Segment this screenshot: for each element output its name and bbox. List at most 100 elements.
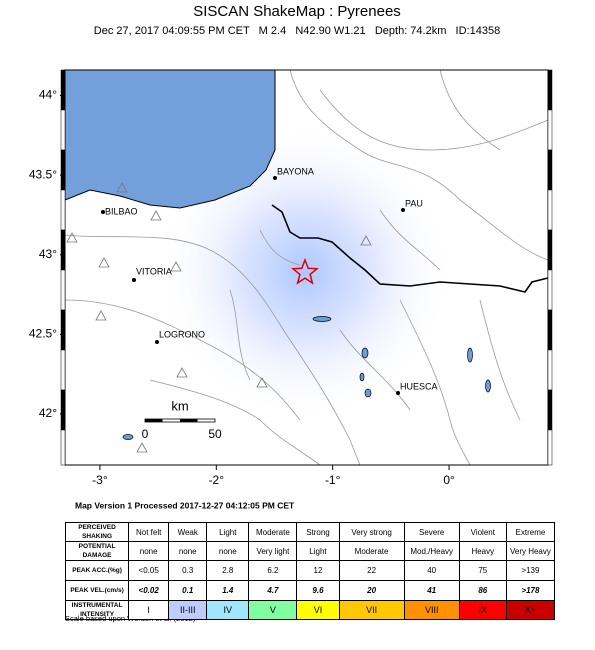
frame-bar xyxy=(60,429,66,466)
epicenter xyxy=(291,257,319,285)
frame-bar xyxy=(547,229,553,271)
city-label: PAU xyxy=(405,198,423,208)
legend-row-label: POTENTIAL DAMAGE xyxy=(64,541,130,561)
city-dot xyxy=(273,176,277,180)
city-label: LOGRONO xyxy=(159,329,205,339)
shaking-field xyxy=(145,132,465,412)
legend-cell: 0.3 xyxy=(168,560,208,581)
legend-row-label: PERCEIVED SHAKING xyxy=(64,522,130,542)
scale-label: 0 xyxy=(142,427,149,441)
city-dot xyxy=(101,210,105,214)
sea xyxy=(64,69,276,209)
legend-cell: 86 xyxy=(458,580,507,601)
frame-bar xyxy=(60,189,66,231)
legend-cell: Weak xyxy=(168,522,208,542)
y-tick-label: 42° xyxy=(39,406,57,420)
city-label: HUESCA xyxy=(400,381,438,391)
frame-bar xyxy=(60,69,66,111)
frame-bars xyxy=(60,69,553,466)
legend-cell: none xyxy=(168,541,208,561)
legend-cell: none xyxy=(128,541,170,561)
intensity-legend: PERCEIVED SHAKING Not felt Weak Light Modera… xyxy=(64,522,556,620)
legend-cell: Very light xyxy=(248,541,298,561)
legend-cell: V xyxy=(248,600,298,620)
city-label: BILBAO xyxy=(105,206,138,216)
y-tick-label: 42.5° xyxy=(29,327,57,341)
legend-cell: <0.05 xyxy=(128,560,170,581)
legend-row-label: INSTRUMENTAL INTENSITY xyxy=(64,600,130,620)
frame-bar xyxy=(60,309,66,351)
legend-cell: Moderate xyxy=(338,541,405,561)
cities: BILBAO BAYONA PAU VITORIA LOGRONO HUESCA xyxy=(101,166,438,395)
frame-bar xyxy=(60,109,66,151)
frame-bar xyxy=(60,269,66,311)
legend-row: PEAK ACC.(%g) <0.05 0.3 2.8 6.2 12 22 40 75 >139 xyxy=(64,560,556,581)
legend-cell: >178 xyxy=(505,580,556,601)
legend-cell: Light xyxy=(206,522,250,542)
legend-cell: VII xyxy=(338,600,405,620)
legend-cell: Very strong xyxy=(338,522,405,542)
legend-cell: 20 xyxy=(338,580,405,601)
processed-note: Map Version 1 Processed 2017-12-27 04:12… xyxy=(75,500,295,510)
legend-cell: I xyxy=(128,600,170,620)
rivers xyxy=(64,69,549,466)
legend-row: PEAK VEL.(cm/s) <0.02 0.1 1.4 4.7 9.6 20 41 86 >1… xyxy=(64,580,556,601)
city-label: BAYONA xyxy=(277,166,314,176)
x-tick-label: -1° xyxy=(325,473,341,487)
legend-cell: Not felt xyxy=(128,522,170,542)
legend-cell: IX xyxy=(458,600,507,620)
frame-bar xyxy=(547,269,553,311)
frame-bar xyxy=(547,389,553,431)
legend-cell: Severe xyxy=(403,522,460,542)
legend-cell: <0.02 xyxy=(128,580,170,601)
scale-unit: km xyxy=(171,398,188,413)
legend-row: INSTRUMENTAL INTENSITY I II-III IV V VI VII VII… xyxy=(64,600,556,620)
scale-bar-segment xyxy=(180,419,198,422)
subtitle: Dec 27, 2017 04:09:55 PM CET M 2.4 N42.9… xyxy=(94,25,500,37)
frame-bar xyxy=(60,349,66,391)
frame-bar xyxy=(547,149,553,191)
frame-bar xyxy=(547,349,553,391)
frame-bar xyxy=(547,109,553,151)
legend-cell: 0.1 xyxy=(168,580,208,601)
legend-cell: >139 xyxy=(505,560,556,581)
legend-cell: VIII xyxy=(403,600,460,620)
y-tick-label: 44° xyxy=(39,88,57,102)
city-dot xyxy=(396,391,400,395)
legend-cell: 1.4 xyxy=(206,580,250,601)
legend-cell: 4.7 xyxy=(248,580,298,601)
legend-cell: Moderate xyxy=(248,522,298,542)
legend-cell: 75 xyxy=(458,560,507,581)
scale-bar: km 0 50 xyxy=(142,398,222,441)
legend-cell: Extreme xyxy=(505,522,556,542)
legend-cell: 12 xyxy=(296,560,340,581)
legend-cell: 40 xyxy=(403,560,460,581)
border xyxy=(271,204,549,293)
legend-row-label: PEAK VEL.(cm/s) xyxy=(64,580,130,601)
legend-cell: Very Heavy xyxy=(505,541,556,561)
legend-cell: IV xyxy=(206,600,250,620)
city-dot xyxy=(401,208,405,212)
legend-row: PERCEIVED SHAKING Not felt Weak Light Modera… xyxy=(64,522,556,542)
legend-cell: 41 xyxy=(403,580,460,601)
frame-bar xyxy=(60,149,66,191)
stations xyxy=(66,182,372,453)
legend-cell: Violent xyxy=(458,522,507,542)
legend-cell: VI xyxy=(296,600,340,620)
frame-bar xyxy=(60,229,66,271)
city-dot xyxy=(132,278,136,282)
frame-bar xyxy=(547,69,553,111)
y-tick-label: 43.5° xyxy=(29,167,57,181)
frame-bar xyxy=(547,429,553,466)
lakes xyxy=(122,316,491,440)
title: SISCAN ShakeMap : Pyrenees xyxy=(193,3,401,20)
scale-label: 50 xyxy=(208,427,222,441)
legend-cell: Strong xyxy=(296,522,340,542)
frame-bar xyxy=(60,389,66,431)
legend-cell: Light xyxy=(296,541,340,561)
legend-row-label: PEAK ACC.(%g) xyxy=(64,560,130,581)
legend-cell: 6.2 xyxy=(248,560,298,581)
city-label: VITORIA xyxy=(136,266,172,276)
x-tick-label: -2° xyxy=(209,473,225,487)
